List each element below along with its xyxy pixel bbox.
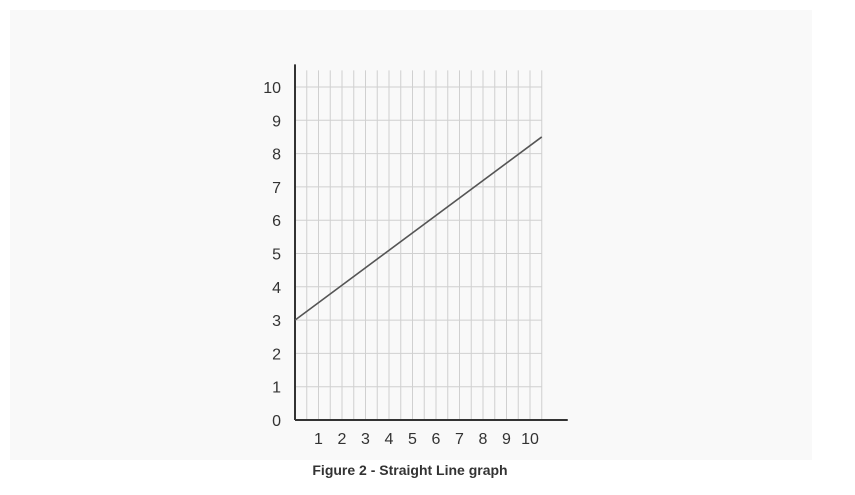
y-tick-label: 0 [272,413,281,430]
x-tick-label: 8 [479,431,488,448]
y-tick-label: 8 [272,147,281,164]
figure-caption: Figure 2 - Straight Line graph [312,462,508,478]
y-tick-label: 1 [272,380,281,397]
x-tick-label: 3 [361,431,370,448]
x-tick-label: 1 [314,431,323,448]
series-line [294,136,543,321]
x-tick-label: 9 [502,431,511,448]
x-tick-label: 10 [521,431,539,448]
y-tick-label: 3 [272,313,281,330]
x-tick-label: 6 [432,431,441,448]
y-tick-label: 5 [272,247,281,264]
y-tick-label: 10 [263,80,281,97]
y-tick-label: 7 [272,180,281,197]
y-tick-label: 6 [272,213,281,230]
y-tick-label: 9 [272,113,281,130]
y-tick-label: 4 [272,280,281,297]
x-tick-label: 7 [455,431,464,448]
x-tick-label: 4 [385,431,394,448]
figure-panel [10,10,812,460]
x-tick-label: 5 [408,431,417,448]
y-tick-label: 2 [272,346,281,363]
x-tick-label: 2 [338,431,347,448]
